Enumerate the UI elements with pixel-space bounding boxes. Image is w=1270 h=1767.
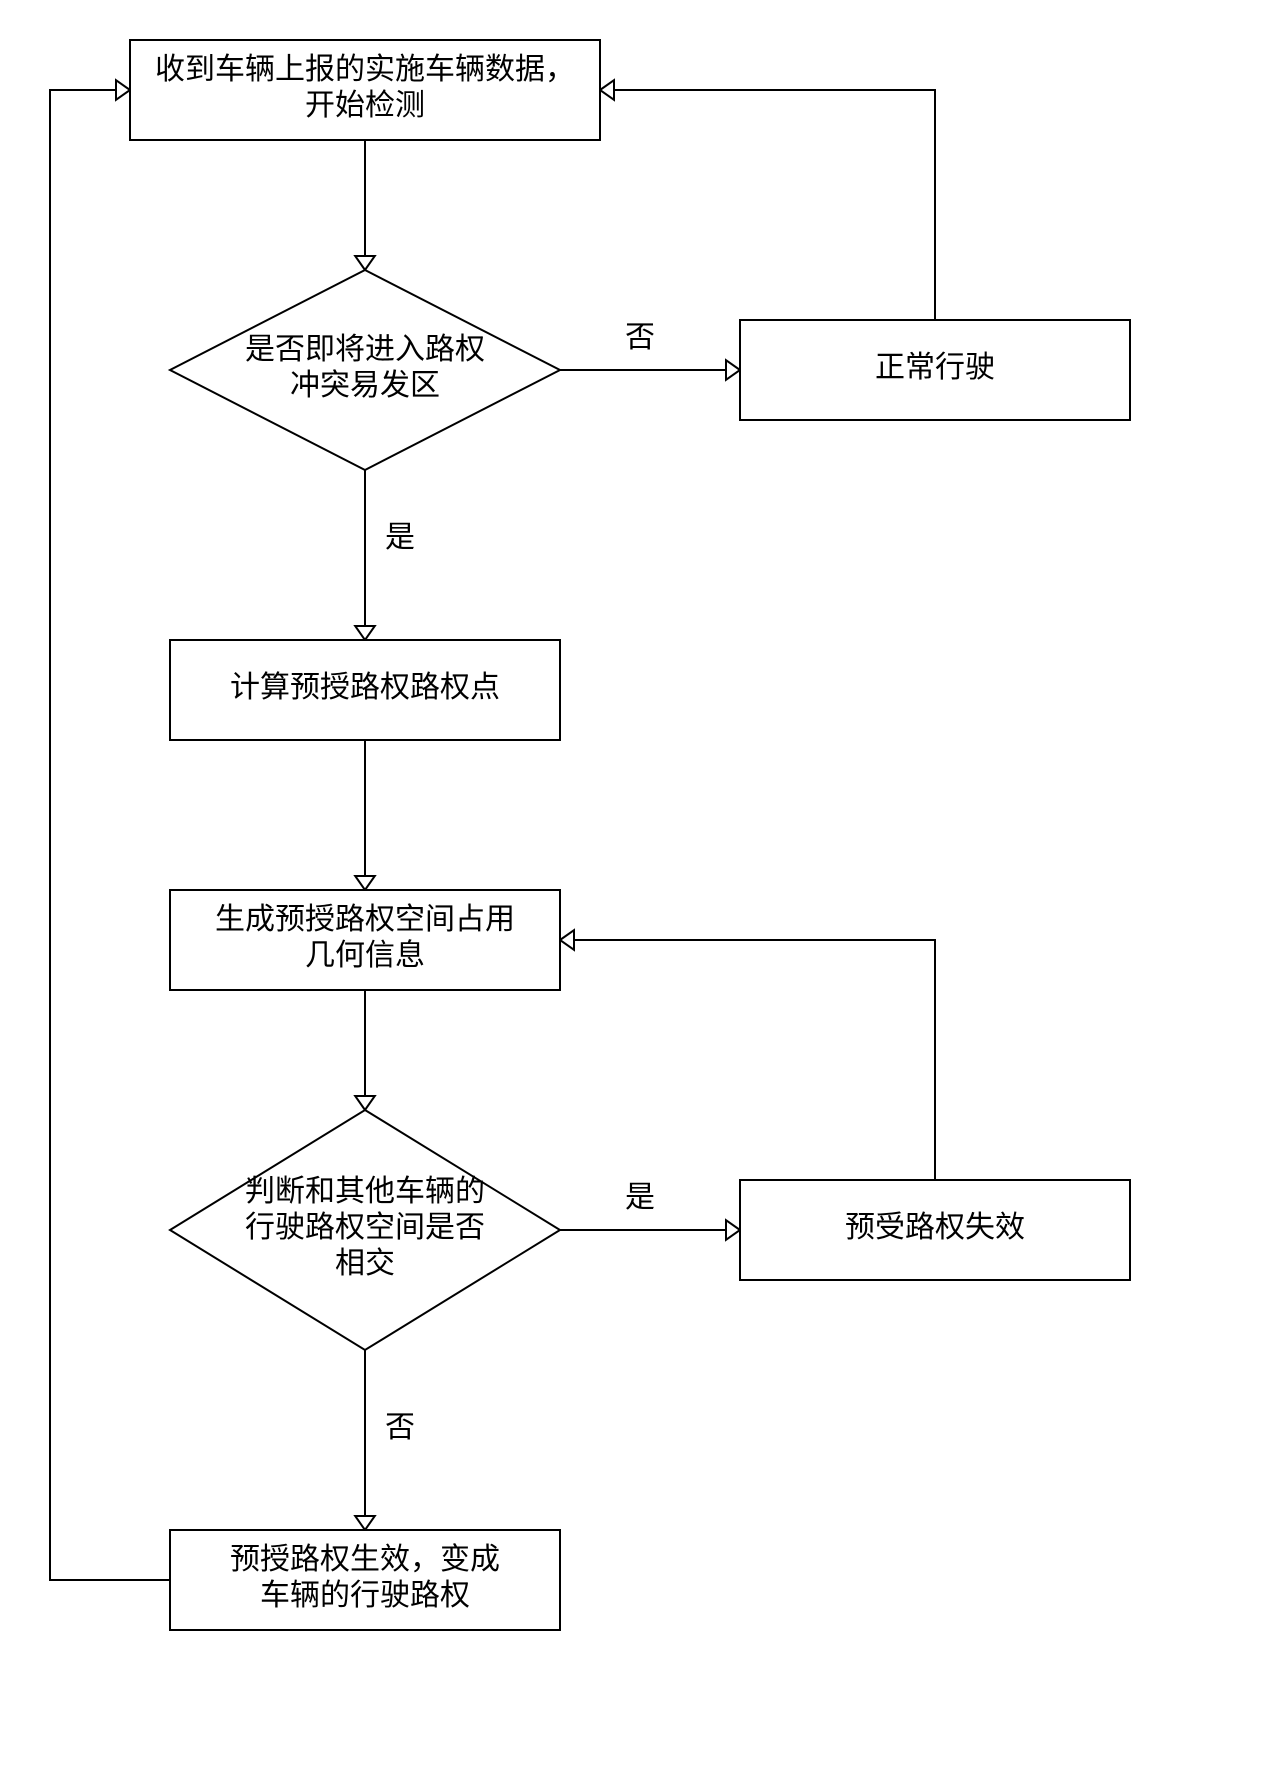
svg-text:否: 否 bbox=[385, 1411, 415, 1444]
svg-text:是: 是 bbox=[385, 521, 415, 554]
svg-text:相交: 相交 bbox=[335, 1247, 395, 1280]
svg-text:收到车辆上报的实施车辆数据，: 收到车辆上报的实施车辆数据， bbox=[155, 53, 575, 86]
svg-text:生成预授路权空间占用: 生成预授路权空间占用 bbox=[215, 903, 515, 936]
svg-text:车辆的行驶路权: 车辆的行驶路权 bbox=[260, 1579, 470, 1612]
svg-text:计算预授路权路权点: 计算预授路权路权点 bbox=[230, 671, 500, 704]
svg-text:是: 是 bbox=[625, 1181, 655, 1214]
svg-text:是否即将进入路权: 是否即将进入路权 bbox=[245, 333, 485, 366]
svg-text:预受路权失效: 预受路权失效 bbox=[845, 1211, 1025, 1244]
svg-text:判断和其他车辆的: 判断和其他车辆的 bbox=[245, 1175, 485, 1208]
svg-text:开始检测: 开始检测 bbox=[305, 89, 425, 122]
svg-text:冲突易发区: 冲突易发区 bbox=[290, 369, 440, 402]
svg-text:否: 否 bbox=[625, 321, 655, 354]
flowchart-canvas: 否是是否收到车辆上报的实施车辆数据，开始检测是否即将进入路权冲突易发区正常行驶计… bbox=[0, 0, 1270, 1767]
svg-text:几何信息: 几何信息 bbox=[305, 939, 425, 972]
svg-text:预授路权生效，变成: 预授路权生效，变成 bbox=[230, 1543, 500, 1576]
svg-text:行驶路权空间是否: 行驶路权空间是否 bbox=[245, 1211, 485, 1244]
svg-text:正常行驶: 正常行驶 bbox=[875, 351, 995, 384]
